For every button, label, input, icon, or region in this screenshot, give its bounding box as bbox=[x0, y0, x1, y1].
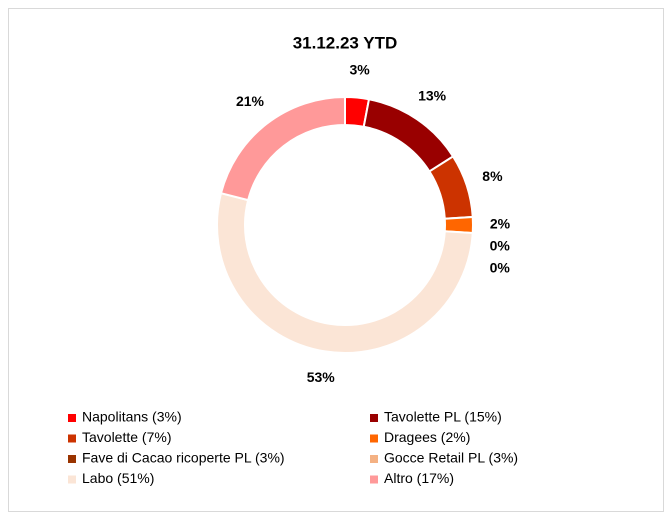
legend-label: Napolitans (3%) bbox=[82, 409, 182, 425]
data-label: 13% bbox=[418, 88, 447, 104]
legend-label: Tavolette PL (15%) bbox=[384, 409, 502, 425]
donut-segment bbox=[216, 191, 474, 354]
legend-swatch bbox=[370, 455, 378, 463]
legend-swatch bbox=[68, 455, 76, 463]
legend-swatch bbox=[370, 434, 378, 443]
data-label: 21% bbox=[236, 93, 265, 109]
data-label: 53% bbox=[307, 369, 336, 385]
legend-swatch bbox=[68, 434, 76, 443]
legend-label: Tavolette (7%) bbox=[82, 429, 171, 445]
chart-border bbox=[8, 8, 664, 512]
data-label: 8% bbox=[482, 168, 503, 184]
chart-title: 31.12.23 YTD bbox=[293, 33, 398, 52]
legend-label: Gocce Retail PL (3%) bbox=[384, 450, 518, 466]
data-label: 2% bbox=[490, 216, 511, 232]
legend-swatch bbox=[370, 475, 378, 484]
donut-segment bbox=[219, 95, 346, 202]
legend-label: Fave di Cacao ricoperte PL (3%) bbox=[82, 450, 285, 466]
legend-swatch bbox=[370, 414, 378, 422]
data-label: 3% bbox=[349, 61, 370, 77]
data-label: 0% bbox=[490, 260, 511, 276]
legend-label: Labo (51%) bbox=[82, 470, 154, 486]
legend-label: Altro (17%) bbox=[384, 470, 454, 486]
legend-swatch bbox=[68, 475, 76, 484]
legend-swatch bbox=[68, 414, 76, 422]
data-label: 0% bbox=[490, 238, 511, 254]
legend-label: Dragees (2%) bbox=[384, 429, 470, 445]
